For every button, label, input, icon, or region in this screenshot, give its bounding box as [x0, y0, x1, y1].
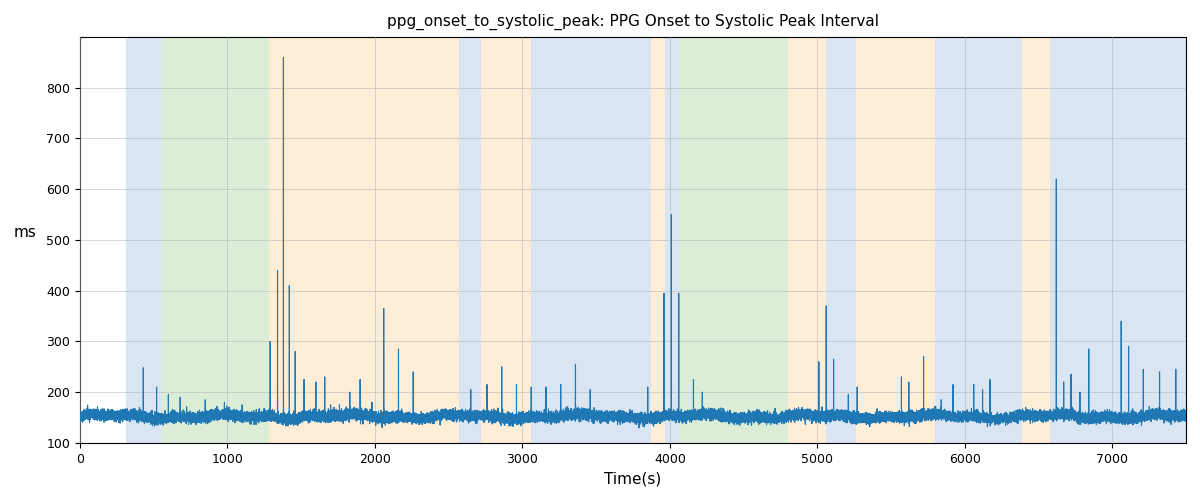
Bar: [935, 37, 965, 443]
Bar: [458, 37, 481, 443]
Bar: [827, 37, 856, 443]
Bar: [679, 37, 788, 443]
Bar: [1050, 37, 1186, 443]
Y-axis label: ms: ms: [14, 225, 37, 240]
Bar: [856, 37, 935, 443]
Bar: [788, 37, 827, 443]
Bar: [269, 37, 304, 443]
Bar: [965, 37, 1022, 443]
Bar: [481, 37, 532, 443]
Title: ppg_onset_to_systolic_peak: PPG Onset to Systolic Peak Interval: ppg_onset_to_systolic_peak: PPG Onset to…: [386, 14, 878, 30]
Bar: [126, 37, 162, 443]
Bar: [1022, 37, 1050, 443]
Bar: [650, 37, 666, 443]
Bar: [666, 37, 679, 443]
X-axis label: Time(s): Time(s): [605, 471, 661, 486]
Bar: [304, 37, 458, 443]
Bar: [532, 37, 650, 443]
Bar: [162, 37, 269, 443]
